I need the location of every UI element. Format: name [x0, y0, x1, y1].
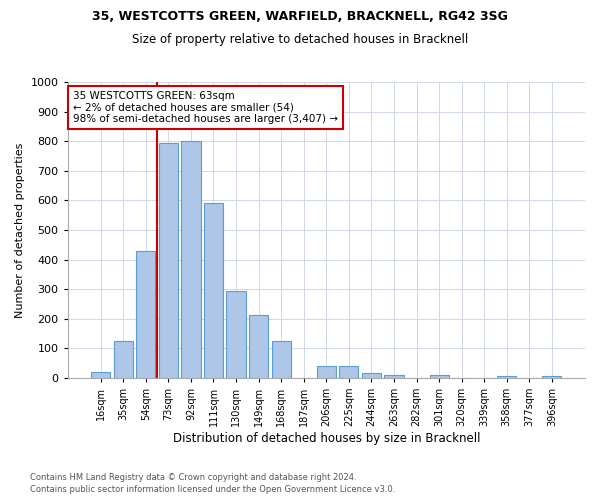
Bar [497, 376, 517, 378]
Text: 35, WESTCOTTS GREEN, WARFIELD, BRACKNELL, RG42 3SG: 35, WESTCOTTS GREEN, WARFIELD, BRACKNELL… [92, 10, 508, 23]
Bar [91, 372, 110, 378]
Bar [272, 341, 291, 378]
Bar [204, 204, 223, 378]
Y-axis label: Number of detached properties: Number of detached properties [15, 142, 25, 318]
Bar [430, 375, 449, 378]
Bar [159, 142, 178, 378]
Bar [362, 374, 381, 378]
Bar [249, 315, 268, 378]
Bar [385, 375, 404, 378]
Bar [339, 366, 358, 378]
Bar [542, 376, 562, 378]
Bar [317, 366, 336, 378]
Text: 35 WESTCOTTS GREEN: 63sqm
← 2% of detached houses are smaller (54)
98% of semi-d: 35 WESTCOTTS GREEN: 63sqm ← 2% of detach… [73, 91, 338, 124]
Text: Size of property relative to detached houses in Bracknell: Size of property relative to detached ho… [132, 32, 468, 46]
Bar [226, 290, 245, 378]
Text: Contains HM Land Registry data © Crown copyright and database right 2024.: Contains HM Land Registry data © Crown c… [30, 472, 356, 482]
Text: Contains public sector information licensed under the Open Government Licence v3: Contains public sector information licen… [30, 485, 395, 494]
X-axis label: Distribution of detached houses by size in Bracknell: Distribution of detached houses by size … [173, 432, 480, 445]
Bar [181, 141, 200, 378]
Bar [136, 250, 155, 378]
Bar [113, 341, 133, 378]
